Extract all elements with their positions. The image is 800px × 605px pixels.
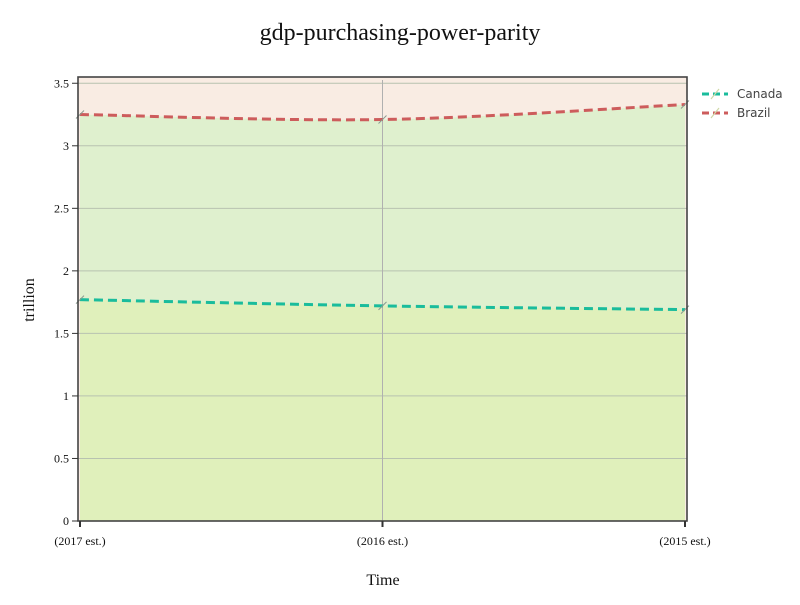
y-tick-label: 2 (63, 264, 69, 278)
y-axis-ticks: 0 0.5 1 1.5 2 2.5 3 3.5 (54, 76, 78, 528)
data-point-brazil-1 (378, 115, 387, 124)
legend-label: Canada (737, 87, 783, 101)
y-tick-label: 3 (63, 139, 69, 153)
y-tick-label: 2.5 (54, 201, 69, 215)
legend-marker (710, 88, 720, 100)
chart-title: gdp-purchasing-power-parity (260, 20, 541, 46)
y-tick-label: 1.5 (54, 326, 69, 340)
y-tick-label: 3.5 (54, 76, 69, 90)
series-lines (75, 100, 690, 314)
legend-item-brazil[interactable]: Brazil (702, 106, 771, 120)
y-tick-label: 0 (63, 514, 69, 528)
legend-marker (710, 107, 720, 119)
legend-label: Brazil (737, 106, 771, 120)
y-axis-label: trillion (21, 278, 38, 322)
y-tick-label: 0.5 (54, 451, 69, 465)
y-tick-label: 1 (63, 389, 69, 403)
legend-item-canada[interactable]: Canada (702, 87, 783, 101)
x-tick-label: (2016 est.) (357, 534, 408, 548)
x-axis-label: Time (366, 572, 399, 589)
x-tick-label: (2017 est.) (54, 534, 105, 548)
x-axis-ticks: (2017 est.) (2016 est.) (2015 est.) (54, 521, 711, 548)
x-tick-label: (2015 est.) (659, 534, 710, 548)
data-point-canada-1 (378, 301, 387, 311)
legend: Canada Brazil (702, 87, 783, 120)
